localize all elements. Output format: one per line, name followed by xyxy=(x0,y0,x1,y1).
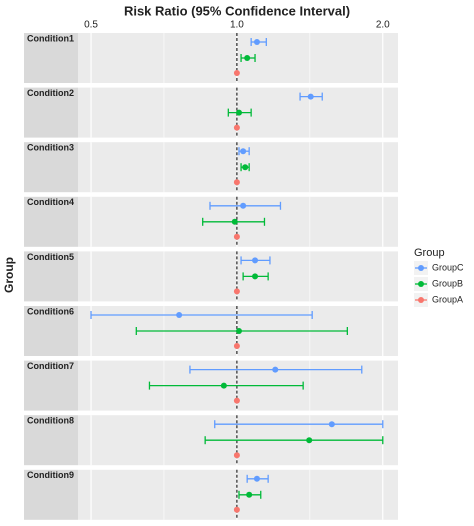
strip-label: Condition9 xyxy=(27,470,74,480)
point xyxy=(240,202,247,209)
point xyxy=(233,179,240,186)
point xyxy=(252,273,259,280)
x-tick-label: 2.0 xyxy=(376,20,390,31)
strip xyxy=(24,306,78,356)
point xyxy=(233,233,240,240)
x-tick-label: 1.0 xyxy=(230,20,244,31)
point xyxy=(233,506,240,513)
y-axis-label: Group xyxy=(2,257,16,293)
point xyxy=(233,124,240,131)
error-bar xyxy=(214,420,384,429)
legend-point xyxy=(418,281,424,287)
point xyxy=(306,437,313,444)
point xyxy=(242,164,249,171)
point xyxy=(252,257,259,264)
strip xyxy=(24,142,78,193)
point xyxy=(235,328,242,334)
error-bar xyxy=(204,436,384,445)
strip-label: Condition5 xyxy=(27,252,74,262)
point xyxy=(233,452,240,459)
chart-title: Risk Ratio (95% Confidence Interval) xyxy=(124,3,350,18)
point xyxy=(244,55,251,61)
strip-label: Condition6 xyxy=(27,306,74,316)
point xyxy=(328,421,335,428)
legend-title: Group xyxy=(414,247,445,259)
legend-label: GroupA xyxy=(432,294,463,304)
point xyxy=(253,475,260,482)
point xyxy=(272,366,279,373)
legend-label: GroupC xyxy=(432,262,464,272)
point xyxy=(307,93,314,100)
strip-label: Condition3 xyxy=(27,143,74,153)
point xyxy=(233,397,240,404)
strip xyxy=(24,33,78,83)
strip xyxy=(24,87,78,138)
point xyxy=(176,312,183,318)
strip-label: Condition1 xyxy=(27,33,74,43)
legend-point xyxy=(418,297,424,303)
strip xyxy=(24,469,78,520)
point xyxy=(233,343,240,349)
strip-label: Condition2 xyxy=(27,88,74,98)
point xyxy=(253,39,260,45)
error-bar xyxy=(90,311,313,319)
point xyxy=(246,491,253,498)
strip-label: Condition4 xyxy=(27,197,74,207)
point xyxy=(240,148,247,155)
strip xyxy=(24,360,78,411)
point xyxy=(233,288,240,295)
point xyxy=(231,218,238,225)
strip xyxy=(24,251,78,302)
strip xyxy=(24,196,78,247)
legend-label: GroupB xyxy=(432,278,463,288)
strip-label: Condition8 xyxy=(27,416,74,426)
strip xyxy=(24,415,78,466)
point xyxy=(220,382,227,389)
point xyxy=(235,109,242,116)
point xyxy=(233,70,240,76)
legend-point xyxy=(418,265,424,271)
strip-label: Condition7 xyxy=(27,361,74,371)
x-tick-label: 0.5 xyxy=(84,20,98,31)
